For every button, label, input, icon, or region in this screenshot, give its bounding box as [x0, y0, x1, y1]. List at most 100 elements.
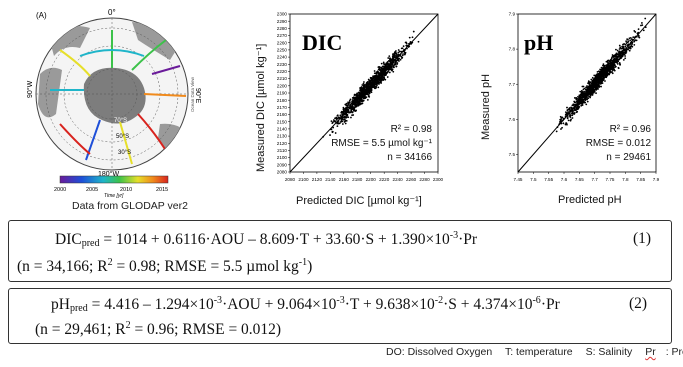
data-point: [602, 79, 605, 82]
data-point: [572, 103, 575, 106]
data-point: [394, 51, 396, 53]
ph-eq-rhs-exp2: -3: [336, 295, 345, 306]
data-point: [587, 97, 590, 100]
dic-stats-b: = 0.98; RMSE = 5.5 µmol kg: [112, 258, 299, 275]
data-point: [394, 62, 397, 64]
data-point: [344, 103, 347, 106]
y-tick-label: 2110: [277, 148, 287, 153]
data-point: [618, 44, 621, 47]
data-point: [369, 81, 372, 84]
data-point: [589, 94, 592, 97]
x-tick-label: 7.45: [514, 177, 523, 182]
data-point: [351, 111, 354, 114]
data-point: [359, 100, 362, 102]
data-point: [566, 117, 569, 120]
data-point: [398, 60, 400, 62]
data-point: [591, 79, 594, 82]
data-point: [593, 90, 596, 93]
ph-plot-area: 7.45 7.5 7.55 7.6 7.65 7.7 7.75 7.8 7.85 7.9 7.5 7.…: [509, 12, 660, 182]
data-point: [624, 43, 627, 46]
data-point: [385, 63, 388, 65]
data-point: [595, 76, 598, 79]
x-tick-label: 7.5: [530, 177, 537, 182]
lon-label-right: 90°E: [194, 88, 202, 104]
data-point: [345, 119, 348, 122]
data-point: [399, 58, 402, 61]
dic-equation: DICpred = 1014 + 0.6116·AOU – 8.609·T + …: [55, 230, 477, 249]
data-point: [606, 59, 609, 62]
data-point: [597, 75, 600, 78]
ph-eq-rhs-d: ·S + 4.374×10: [443, 296, 533, 313]
data-point: [389, 58, 392, 61]
data-point: [596, 70, 599, 73]
x-tick-label: 7.9: [653, 177, 660, 182]
data-point: [625, 52, 627, 54]
y-tick-label: 2300: [277, 12, 288, 17]
data-point: [396, 63, 398, 65]
data-point: [360, 87, 363, 90]
data-point: [344, 116, 346, 119]
data-point: [357, 94, 359, 97]
data-point: [641, 24, 644, 27]
ph-eq-rhs-exp4: -6: [532, 295, 541, 306]
data-point: [411, 36, 414, 39]
data-point: [403, 53, 406, 56]
data-point: [559, 118, 562, 121]
lon-label-bottom: 180°W: [98, 170, 119, 178]
data-point: [579, 90, 582, 93]
australia-land: [132, 22, 180, 60]
data-point: [348, 101, 351, 104]
data-point: [564, 113, 567, 116]
data-point: [385, 72, 388, 75]
data-point: [584, 99, 587, 102]
data-point: [342, 110, 345, 113]
data-point: [353, 100, 356, 103]
data-point: [339, 114, 342, 117]
data-point: [346, 104, 349, 107]
data-point: [350, 110, 353, 113]
y-tick-label: 2280: [277, 26, 288, 31]
colorbar-tick-2005: 2005: [86, 187, 98, 193]
data-point: [561, 126, 563, 129]
data-point: [619, 46, 622, 49]
data-point: [417, 40, 420, 43]
x-tick-label: 7.65: [575, 177, 584, 182]
data-point: [575, 97, 578, 100]
data-point: [363, 81, 365, 83]
data-point: [585, 103, 588, 106]
ph-eq-rhs-exp3: -2: [434, 295, 444, 306]
ph-eq-rhs-c: ·T + 9.638×10: [344, 296, 435, 313]
data-point: [591, 76, 594, 79]
y-tick-label: 2220: [277, 69, 288, 74]
y-tick-label: 7.7: [509, 82, 516, 87]
data-point: [370, 88, 373, 91]
data-point: [571, 114, 574, 117]
data-point: [622, 46, 625, 49]
variable-legend: DO: Dissolved Oxygen T: temperature S: S…: [386, 346, 683, 358]
data-point: [593, 74, 596, 77]
data-point: [595, 92, 597, 95]
x-tick-label: 7.75: [606, 177, 615, 182]
data-point: [600, 82, 603, 85]
data-point: [329, 134, 331, 136]
data-point: [617, 51, 620, 53]
colorbar-tick-2000: 2000: [54, 187, 66, 193]
dic-rmse-stat: RMSE = 5.5 µmol kg⁻¹: [331, 138, 432, 149]
data-point: [637, 34, 640, 37]
data-point: [359, 89, 361, 92]
x-tick-label: 2160: [339, 177, 350, 182]
data-point: [603, 69, 606, 72]
y-tick-label: 2190: [277, 91, 288, 96]
data-point: [583, 100, 585, 103]
data-point: [380, 70, 383, 73]
data-point: [374, 75, 377, 78]
data-point: [398, 57, 401, 60]
x-tick-label: 2260: [406, 177, 417, 182]
legend-do: DO: Dissolved Oxygen: [386, 346, 493, 358]
data-point: [582, 85, 585, 88]
data-point: [611, 70, 613, 73]
data-point: [575, 107, 578, 109]
data-point: [627, 40, 630, 43]
data-point: [614, 54, 617, 57]
data-point: [377, 78, 380, 80]
